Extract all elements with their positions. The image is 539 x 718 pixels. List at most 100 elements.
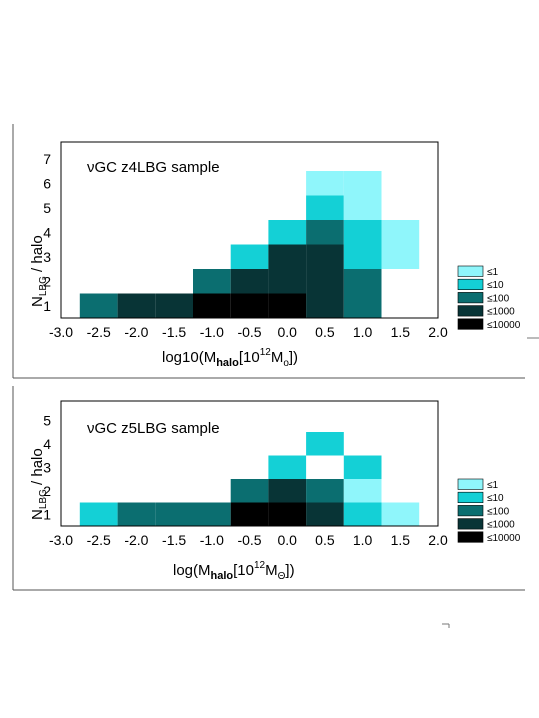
panel1-xlabel-sup: 12 xyxy=(260,347,272,358)
panel1-xlabel-mid: [10 xyxy=(239,349,260,366)
panel2-legend-label: ≤1 xyxy=(487,480,498,491)
panel2-legend-swatch xyxy=(457,478,484,490)
panel1-cell-3 xyxy=(193,293,231,318)
panel2-cell-6 xyxy=(306,502,344,526)
panel2-cell-8 xyxy=(381,502,420,526)
panel1-plot-frame xyxy=(60,141,439,319)
panel2-legend-label: ≤10000 xyxy=(487,533,521,544)
panel1-legend-label: ≤10 xyxy=(487,280,504,291)
panel1-legend-label: ≤1 xyxy=(487,267,498,278)
panel1-xlabel-sub: halo xyxy=(216,357,239,369)
panel2-x-tick-label: 1.5 xyxy=(391,532,411,548)
panel1-y-tick-label: 1 xyxy=(43,298,51,314)
panel1-cell-10 xyxy=(268,269,307,294)
panel1-y-tick-label: 6 xyxy=(43,175,51,191)
panel1-cell-20 xyxy=(343,220,382,245)
panel1-cell-15 xyxy=(306,244,344,269)
panel2-x-tick-label: -3.0 xyxy=(49,532,73,548)
panel2-ylabel-suffix: / halo xyxy=(29,448,46,489)
panel1-legend-label: ≤1000 xyxy=(487,307,515,318)
panel1-cell-11 xyxy=(306,269,344,294)
panel2-plot-frame xyxy=(60,400,439,527)
panel2-cell-14 xyxy=(343,455,382,479)
panel2-x-tick-label: -0.5 xyxy=(237,532,261,548)
panel1-cell-7 xyxy=(343,293,382,318)
panel1-xlabel-unit: M xyxy=(271,349,284,366)
panel1-x-axis-label: log10(Mhalo[1012Mo]) xyxy=(162,347,298,369)
panel2-cell-3 xyxy=(193,502,231,526)
panel2-x-tick-label: 0.0 xyxy=(277,532,297,548)
panel2-x-tick-label: 1.0 xyxy=(353,532,373,548)
panel2-cell-10 xyxy=(268,479,307,503)
panel1-ylabel-suffix: / halo xyxy=(29,235,46,276)
panel2-x-tick-label: -1.5 xyxy=(162,532,186,548)
panel1-cell-2 xyxy=(155,293,193,318)
panel1-cell-9 xyxy=(230,269,269,294)
panel1-ylabel-main: N xyxy=(29,296,46,307)
panel1-cell-16 xyxy=(343,244,382,269)
panel1-cell-6 xyxy=(306,293,344,318)
panel1-legend-swatch xyxy=(457,292,484,304)
panel1-cell-1 xyxy=(117,293,156,318)
panel2-cell-9 xyxy=(230,479,269,503)
panel2-cell-1 xyxy=(117,502,156,526)
panel2-ylabel-sub: LBG xyxy=(38,489,49,509)
panel2-cell-2 xyxy=(155,502,193,526)
panel2-y-tick-label: 1 xyxy=(43,506,51,522)
panel1-y-tick-label: 4 xyxy=(43,224,51,240)
panel2-legend-swatch xyxy=(457,531,484,543)
panel1-x-tick-label: -2.5 xyxy=(87,324,111,340)
panel2-x-tick-label: -1.0 xyxy=(200,532,224,548)
panel1-cell-12 xyxy=(343,269,382,294)
panel2-cell-12 xyxy=(343,479,382,503)
panel2-legend-label: ≤10 xyxy=(487,493,504,504)
panel1-y-tick-label: 5 xyxy=(43,200,51,216)
panel1-x-tick-label: 2.0 xyxy=(428,324,448,340)
panel2-legend-label: ≤100 xyxy=(487,506,510,517)
panel2-cell-0 xyxy=(79,502,118,526)
panel1-x-tick-label: -0.5 xyxy=(237,324,261,340)
panel1-x-tick-label: 1.0 xyxy=(353,324,373,340)
panel2-xlabel-suffix: ]) xyxy=(285,562,294,579)
panel1-cell-13 xyxy=(230,244,269,269)
panel2-x-tick-label: 2.0 xyxy=(428,532,448,548)
panel1-x-tick-label: 1.5 xyxy=(391,324,411,340)
panel1-legend-swatch xyxy=(457,305,484,317)
panel2-cell-11 xyxy=(306,479,344,503)
panel2-xlabel-unit: M xyxy=(265,562,278,579)
panel1-legend-swatch xyxy=(457,318,484,330)
panel1-legend-swatch xyxy=(457,278,484,291)
panel1-y-axis-label: NLBG / halo xyxy=(29,235,49,307)
panel2-y-tick-label: 2 xyxy=(43,483,51,499)
panel2-cell-5 xyxy=(268,502,307,526)
panel2-x-tick-label: -2.0 xyxy=(124,532,148,548)
plots-layer: -3.0 -2.5 -2.0 -1.5 -1.0 -0.5 0.0 0.5 1.0 1.5 2.0 1… xyxy=(43,141,521,548)
panel1-cell-5 xyxy=(268,293,307,318)
panel1-title: νGC z4LBG sample xyxy=(87,159,220,176)
panel1-cell-14 xyxy=(268,244,307,269)
panel2-y-tick-label: 4 xyxy=(43,436,51,452)
panel2-xlabel-mid: [10 xyxy=(233,562,254,579)
panel1-cell-21 xyxy=(381,220,420,245)
panel1-legend-label: ≤100 xyxy=(487,293,510,304)
panel2-x-axis-label: log(Mhalo[1012MΘ]) xyxy=(173,560,295,582)
panel1-cell-0 xyxy=(79,293,118,318)
panel1-cell-24 xyxy=(306,171,344,196)
panel1-cell-25 xyxy=(343,171,382,196)
panel1-y-tick-label: 3 xyxy=(43,249,51,265)
panel2-x-tick-label: -2.5 xyxy=(87,532,111,548)
panel1-x-tick-label: 0.5 xyxy=(315,324,335,340)
panel1-x-tick-label: 0.0 xyxy=(277,324,297,340)
panel1-cell-22 xyxy=(306,195,344,220)
panel1-x-tick-label: -3.0 xyxy=(49,324,73,340)
panel1-cell-4 xyxy=(230,293,269,318)
panel2-x-tick-label: 0.5 xyxy=(315,532,335,548)
panel2-xlabel-unit-sub: Θ xyxy=(278,571,286,582)
panel2-cell-7 xyxy=(343,502,382,526)
panel2-y-axis-label: NLBG / halo xyxy=(29,448,49,520)
panel1-x-tick-label: -2.0 xyxy=(124,324,148,340)
panel2-legend-swatch xyxy=(457,518,484,530)
panel2-cell-15 xyxy=(306,432,344,456)
panel2-legend-swatch xyxy=(457,505,484,517)
